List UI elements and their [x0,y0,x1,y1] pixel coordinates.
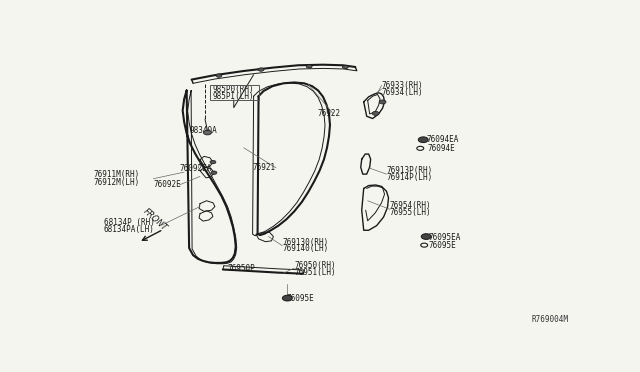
Text: 985P0(RH): 985P0(RH) [213,84,255,93]
Text: 98340A: 98340A [189,126,217,135]
Text: 76911M(RH): 76911M(RH) [94,170,140,179]
Text: 76921: 76921 [253,163,276,172]
Text: 76095E: 76095E [286,295,314,304]
Text: 76092EA: 76092EA [179,164,212,173]
Circle shape [211,171,217,174]
Text: 76914P(LH): 76914P(LH) [387,173,433,182]
Circle shape [210,160,216,164]
Text: 76095E: 76095E [429,241,456,250]
Text: 68134P (RH): 68134P (RH) [104,218,155,227]
Circle shape [282,295,292,301]
Circle shape [419,137,428,142]
Bar [210,85,259,100]
Circle shape [342,65,348,69]
Text: 76922: 76922 [317,109,340,118]
Text: 76912M(LH): 76912M(LH) [94,178,140,187]
Text: FRONT: FRONT [141,207,169,233]
Text: 76951(LH): 76951(LH) [294,267,336,276]
Circle shape [258,68,264,71]
Text: 76934(LH): 76934(LH) [381,88,423,97]
Circle shape [204,130,211,135]
Text: 76094EA: 76094EA [426,135,459,144]
Text: 76933(RH): 76933(RH) [381,81,423,90]
Circle shape [216,74,222,77]
Text: 985PI(LH): 985PI(LH) [213,92,255,101]
Text: R769004M: R769004M [532,315,568,324]
Text: 769140(LH): 769140(LH) [282,244,328,253]
Text: 76913P(RH): 76913P(RH) [387,166,433,175]
Circle shape [306,65,312,68]
Text: 76950P: 76950P [228,264,255,273]
Circle shape [421,234,431,240]
Text: 76954(RH): 76954(RH) [390,201,431,210]
Text: 76950(RH): 76950(RH) [294,261,336,270]
Text: 68134PA(LH): 68134PA(LH) [104,225,155,234]
Text: 769130(RH): 769130(RH) [282,238,328,247]
Circle shape [372,111,379,115]
Text: 76955(LH): 76955(LH) [390,208,431,217]
Text: 76094E: 76094E [428,144,455,153]
Text: 76092E: 76092E [154,180,181,189]
Circle shape [379,100,386,104]
Text: 76095EA: 76095EA [429,232,461,242]
